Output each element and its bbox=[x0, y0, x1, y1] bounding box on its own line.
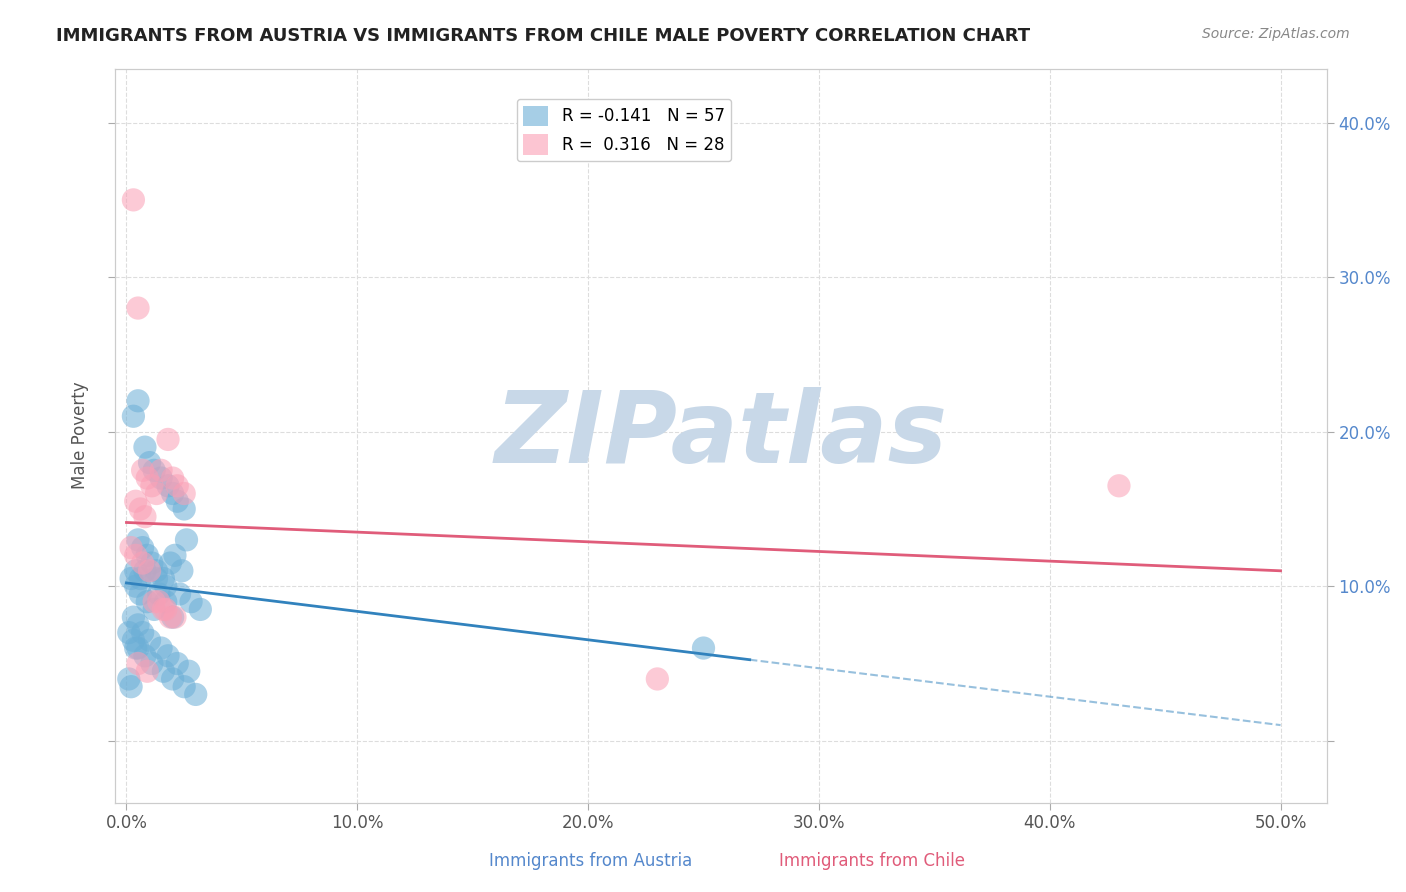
Immigrants from Austria bbox=[136, 549, 159, 563]
Immigrants from Chile bbox=[166, 479, 188, 493]
Immigrants from Austria bbox=[125, 564, 148, 578]
Immigrants from Austria bbox=[143, 463, 166, 477]
Immigrants from Austria bbox=[122, 409, 145, 424]
Immigrants from Chile bbox=[143, 595, 166, 609]
Immigrants from Austria bbox=[152, 572, 174, 586]
Immigrants from Chile bbox=[150, 463, 173, 477]
Immigrants from Chile bbox=[129, 502, 152, 516]
Immigrants from Austria bbox=[134, 564, 156, 578]
Immigrants from Austria bbox=[127, 533, 149, 547]
Immigrants from Austria bbox=[157, 479, 180, 493]
Immigrants from Austria bbox=[141, 556, 163, 570]
Text: Immigrants from Chile: Immigrants from Chile bbox=[779, 852, 965, 870]
Text: IMMIGRANTS FROM AUSTRIA VS IMMIGRANTS FROM CHILE MALE POVERTY CORRELATION CHART: IMMIGRANTS FROM AUSTRIA VS IMMIGRANTS FR… bbox=[56, 27, 1031, 45]
Immigrants from Austria bbox=[118, 672, 141, 686]
Immigrants from Austria bbox=[180, 595, 202, 609]
Immigrants from Chile bbox=[125, 549, 148, 563]
Immigrants from Chile bbox=[131, 556, 153, 570]
Immigrants from Austria bbox=[131, 541, 153, 555]
Immigrants from Austria bbox=[155, 595, 177, 609]
Immigrants from Chile bbox=[173, 486, 195, 500]
Immigrants from Austria bbox=[138, 456, 160, 470]
Immigrants from Austria bbox=[150, 471, 173, 485]
Immigrants from Austria bbox=[122, 610, 145, 624]
Text: Immigrants from Austria: Immigrants from Austria bbox=[489, 852, 692, 870]
Text: ZIPatlas: ZIPatlas bbox=[495, 387, 948, 484]
Immigrants from Chile bbox=[138, 564, 160, 578]
Immigrants from Austria bbox=[166, 657, 188, 671]
Immigrants from Austria bbox=[120, 680, 142, 694]
Immigrants from Austria bbox=[169, 587, 191, 601]
Immigrants from Chile bbox=[127, 657, 149, 671]
Immigrants from Austria bbox=[692, 641, 714, 656]
Immigrants from Austria bbox=[125, 579, 148, 593]
Immigrants from Chile bbox=[152, 602, 174, 616]
Immigrants from Austria bbox=[118, 625, 141, 640]
Immigrants from Chile bbox=[1108, 479, 1130, 493]
Immigrants from Chile bbox=[125, 494, 148, 508]
Immigrants from Austria bbox=[127, 641, 149, 656]
Immigrants from Chile bbox=[136, 471, 159, 485]
Immigrants from Chile bbox=[134, 509, 156, 524]
Immigrants from Austria bbox=[188, 602, 211, 616]
Immigrants from Austria bbox=[138, 633, 160, 648]
Immigrants from Austria bbox=[136, 595, 159, 609]
Immigrants from Austria bbox=[131, 625, 153, 640]
Immigrants from Chile bbox=[136, 665, 159, 679]
Immigrants from Chile bbox=[145, 486, 167, 500]
Immigrants from Chile bbox=[141, 479, 163, 493]
Immigrants from Chile bbox=[157, 433, 180, 447]
Immigrants from Austria bbox=[166, 494, 188, 508]
Immigrants from Austria bbox=[150, 641, 173, 656]
Immigrants from Austria bbox=[129, 572, 152, 586]
Immigrants from Chile bbox=[162, 471, 184, 485]
Immigrants from Austria bbox=[134, 648, 156, 663]
Immigrants from Austria bbox=[127, 618, 149, 632]
Immigrants from Austria bbox=[145, 564, 167, 578]
Immigrants from Austria bbox=[173, 502, 195, 516]
Immigrants from Chile bbox=[127, 301, 149, 315]
Immigrants from Austria bbox=[134, 440, 156, 454]
Immigrants from Austria bbox=[141, 657, 163, 671]
Immigrants from Chile bbox=[131, 463, 153, 477]
Immigrants from Austria bbox=[184, 687, 207, 701]
Immigrants from Austria bbox=[159, 556, 181, 570]
Immigrants from Chile bbox=[163, 610, 186, 624]
Immigrants from Austria bbox=[162, 486, 184, 500]
Immigrants from Austria bbox=[148, 587, 170, 601]
Immigrants from Chile bbox=[159, 610, 181, 624]
Immigrants from Austria bbox=[143, 602, 166, 616]
Immigrants from Austria bbox=[120, 572, 142, 586]
Immigrants from Austria bbox=[127, 393, 149, 408]
Y-axis label: Male Poverty: Male Poverty bbox=[72, 382, 89, 490]
Text: Source: ZipAtlas.com: Source: ZipAtlas.com bbox=[1202, 27, 1350, 41]
Immigrants from Chile bbox=[647, 672, 669, 686]
Immigrants from Austria bbox=[176, 533, 198, 547]
Immigrants from Austria bbox=[173, 680, 195, 694]
Immigrants from Austria bbox=[122, 633, 145, 648]
Immigrants from Chile bbox=[122, 193, 145, 207]
Immigrants from Austria bbox=[177, 665, 200, 679]
Immigrants from Austria bbox=[145, 572, 167, 586]
Immigrants from Austria bbox=[157, 648, 180, 663]
Immigrants from Chile bbox=[155, 602, 177, 616]
Immigrants from Austria bbox=[129, 587, 152, 601]
Immigrants from Austria bbox=[162, 610, 184, 624]
Immigrants from Austria bbox=[162, 672, 184, 686]
Immigrants from Austria bbox=[163, 549, 186, 563]
Immigrants from Austria bbox=[170, 564, 193, 578]
Legend: R = -0.141   N = 57, R =  0.316   N = 28: R = -0.141 N = 57, R = 0.316 N = 28 bbox=[516, 99, 731, 161]
Immigrants from Austria bbox=[125, 641, 148, 656]
Immigrants from Chile bbox=[148, 595, 170, 609]
Immigrants from Austria bbox=[152, 665, 174, 679]
Immigrants from Austria bbox=[155, 579, 177, 593]
Immigrants from Chile bbox=[120, 541, 142, 555]
